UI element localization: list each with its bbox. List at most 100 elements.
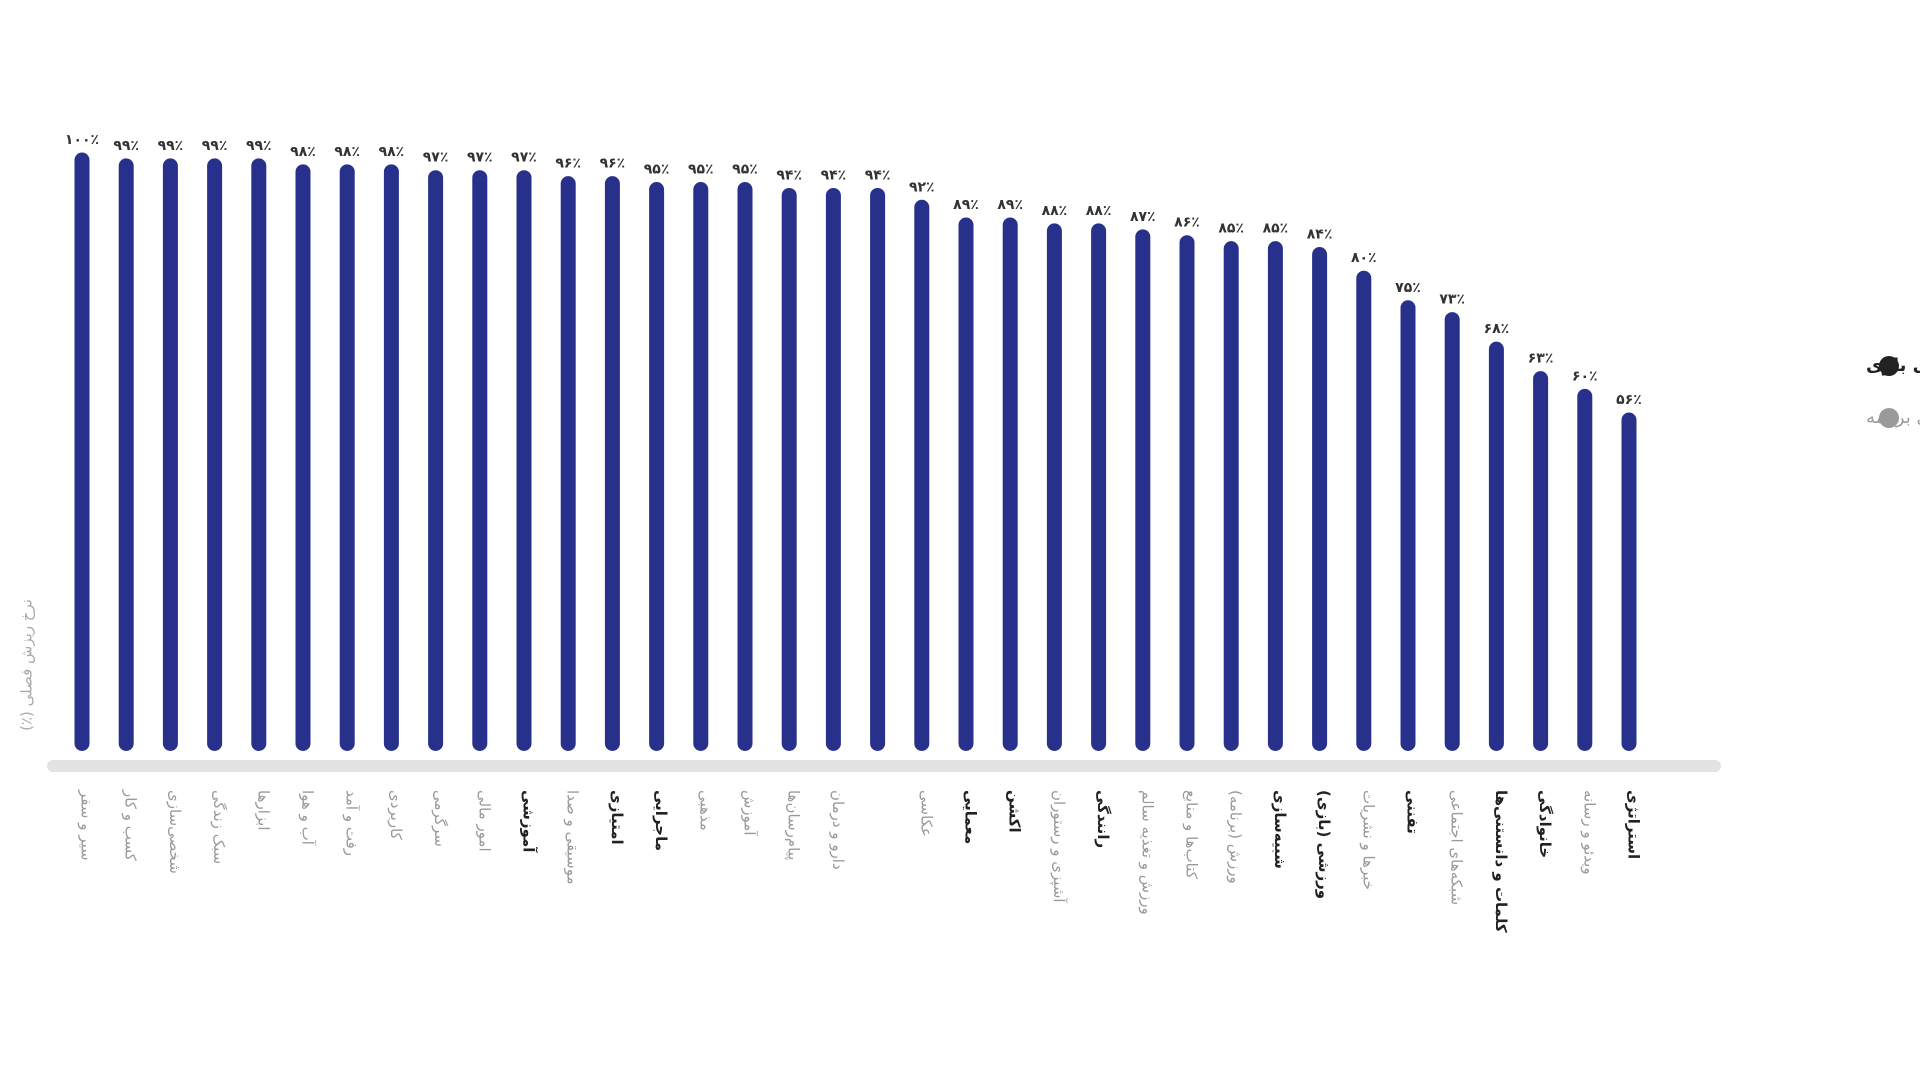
value-label: ۹۹٪ (246, 138, 272, 154)
bar (428, 170, 444, 752)
x-tick-label: آموزشی (520, 790, 538, 853)
x-tick-label: کسب و کار (122, 789, 140, 862)
x-tick-label: خبرها و نشریات (1359, 790, 1377, 890)
value-label: ۹۹٪ (113, 138, 139, 154)
value-label: ۹۴٪ (821, 167, 847, 183)
bar (1046, 223, 1062, 752)
value-label: ۸۴٪ (1307, 227, 1333, 243)
value-label: ۹۵٪ (732, 162, 758, 178)
bar (1135, 229, 1151, 751)
x-tick-label: شبکه‌های اجتماعی (1448, 790, 1466, 905)
x-tick-label: استراتژی (1625, 790, 1643, 859)
value-label: ۸۵٪ (1218, 221, 1244, 237)
bar (74, 152, 90, 751)
bar (1312, 247, 1328, 751)
bar (870, 187, 886, 751)
bar (1179, 235, 1195, 752)
value-label: ۹۴٪ (865, 167, 891, 183)
value-label: ۸۹٪ (953, 197, 979, 213)
value-label: ۵۶٪ (1616, 392, 1642, 408)
x-tick-label: مذهبی (696, 790, 714, 831)
x-tick-label: سرگرمی (431, 790, 449, 847)
bar (1002, 217, 1018, 751)
value-label: ۹۵٪ (644, 162, 670, 178)
legend-marker (1879, 356, 1899, 376)
x-tick-label: امتیازی (608, 790, 626, 845)
x-tick-label: رانندگی (1094, 790, 1112, 848)
bar (560, 176, 576, 751)
value-label: ۹۵٪ (688, 162, 714, 178)
legend-label: دسته‌های برنامه (1866, 407, 1920, 428)
y-axis-label: نرخ ریزش فصلی (٪) (18, 599, 36, 731)
bar (295, 164, 311, 751)
value-label: ۹۴٪ (776, 167, 802, 183)
value-label: ۹۲٪ (909, 179, 935, 195)
value-label: ۹۹٪ (158, 138, 184, 154)
value-label: ۸۹٪ (997, 197, 1023, 213)
x-tick-label: معمایی (962, 790, 980, 844)
bar (604, 176, 620, 751)
value-label: ۸۸٪ (1086, 203, 1112, 219)
x-tick-label: موسیقی و صدا (564, 790, 582, 885)
bar (958, 217, 974, 751)
bar (251, 158, 267, 751)
bar (162, 158, 178, 751)
value-label: ۸۸٪ (1042, 203, 1068, 219)
x-tick-label: کتاب‌ها و منابع (1183, 790, 1201, 880)
value-label: ۹۸٪ (334, 144, 360, 160)
x-tick-label: ابزارها (254, 790, 272, 831)
value-label: ۹۹٪ (202, 138, 228, 154)
value-label: ۹۷٪ (467, 150, 493, 166)
x-tick-label: آب و هوا (299, 790, 317, 846)
bar (472, 170, 488, 752)
bar (693, 182, 709, 752)
x-tick-label: آشپزی و رستوران (1049, 790, 1068, 903)
value-label: ۸۷٪ (1130, 209, 1156, 225)
bar (1577, 388, 1593, 751)
value-label: ۹۸٪ (290, 144, 316, 160)
value-label: ۱۰۰٪ (65, 132, 99, 148)
x-tick-label: شبیه‌سازی (1271, 790, 1289, 869)
value-label: ۸۶٪ (1174, 215, 1200, 231)
x-tick-label: پیام‌رسان‌ها (784, 790, 803, 860)
x-tick-label: عکاسی (917, 790, 935, 837)
value-label: ۹۷٪ (423, 150, 449, 166)
x-tick-label: ویدئو و رسانه (1580, 790, 1598, 875)
bar (914, 199, 930, 751)
bar (1091, 223, 1107, 752)
bar (781, 187, 797, 751)
legend-marker (1879, 408, 1899, 428)
x-tick-label: رفت و آمد (343, 790, 361, 856)
value-label: ۸۰٪ (1351, 250, 1377, 266)
bar (1488, 341, 1504, 751)
value-label: ۹۸٪ (379, 144, 405, 160)
bar (118, 158, 134, 751)
bar (1400, 300, 1416, 751)
bar (737, 182, 753, 752)
legend-label: دسته‌های بازی (1866, 355, 1920, 376)
bar (649, 182, 665, 752)
x-tick-label: امور مالی (475, 790, 493, 852)
bar (1444, 312, 1460, 751)
bar (1356, 270, 1372, 751)
x-tick-label: خانوادگی (1536, 790, 1554, 858)
value-label: ۶۳٪ (1528, 351, 1554, 367)
value-label: ۶۰٪ (1572, 368, 1598, 384)
x-tick-label: ورزش و تغذیه سالم (1138, 790, 1156, 915)
value-label: ۷۵٪ (1395, 280, 1421, 296)
x-tick-label: ماجرایی (652, 790, 670, 851)
bar (1533, 371, 1549, 751)
bar (383, 164, 399, 751)
bar (1621, 412, 1637, 751)
x-tick-label: شخصی‌سازی (166, 790, 184, 874)
value-label: ۹۶٪ (555, 156, 581, 172)
x-tick-label: دارو و درمان (829, 790, 847, 870)
bar (339, 164, 355, 751)
x-tick-label: ورزشی (بازی) (1315, 790, 1333, 899)
bar (825, 187, 841, 751)
value-label: ۶۸٪ (1484, 321, 1510, 337)
x-axis-band (47, 760, 1721, 772)
value-label: ۷۳٪ (1439, 292, 1465, 308)
bar (1223, 241, 1239, 751)
